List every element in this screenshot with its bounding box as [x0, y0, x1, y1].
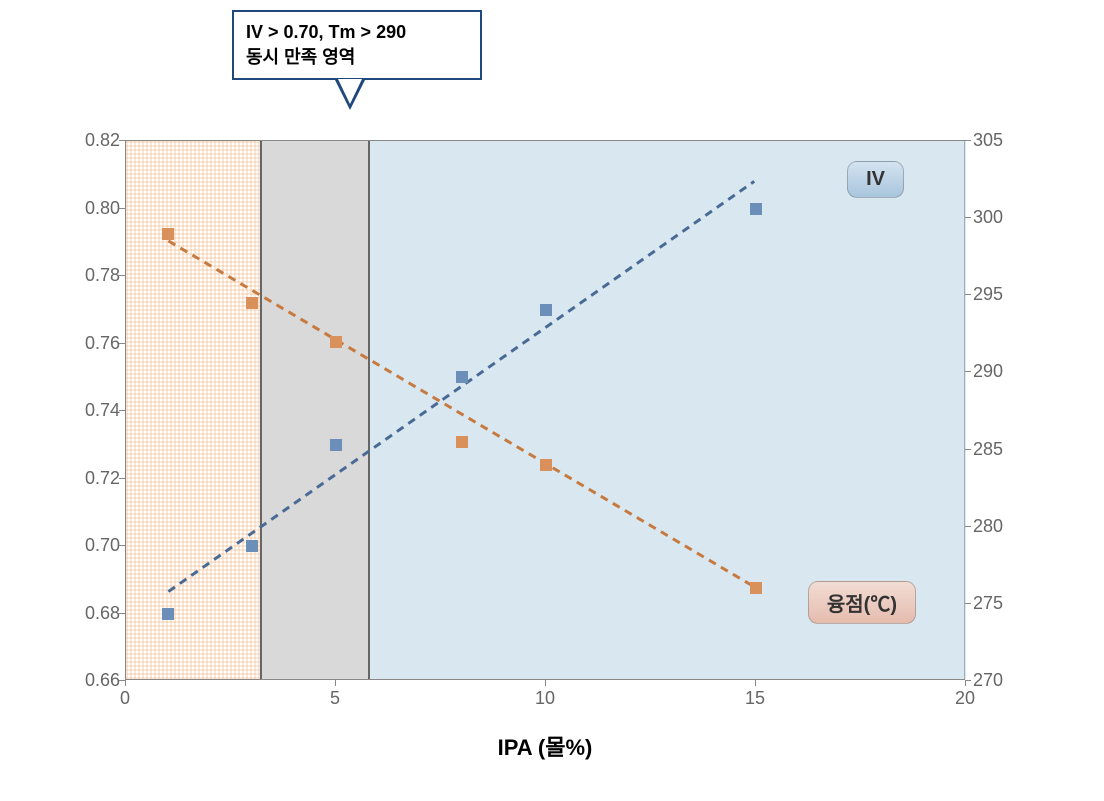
x-axis-label: IPA (몰%) — [45, 730, 1045, 762]
callout-tail-inner — [338, 79, 362, 104]
temp-marker — [750, 582, 762, 594]
iv-marker — [162, 608, 174, 620]
y-left-tick: 0.68 — [80, 603, 120, 624]
iv-marker — [750, 203, 762, 215]
x-tick: 20 — [950, 688, 980, 709]
x-tick: 0 — [110, 688, 140, 709]
y-right-tick: 300 — [973, 207, 1023, 228]
temp-marker — [162, 228, 174, 240]
y-left-tick: 0.82 — [80, 130, 120, 151]
plot-area: IV 융점(℃) — [125, 140, 965, 680]
y-left-tick: 0.74 — [80, 400, 120, 421]
temp-marker — [540, 459, 552, 471]
legend-iv: IV — [847, 161, 904, 198]
x-tick: 5 — [320, 688, 350, 709]
y-right-tick: 290 — [973, 361, 1023, 382]
legend-temp: 융점(℃) — [808, 581, 916, 624]
iv-marker — [456, 371, 468, 383]
callout-line2: 동시 만족 영역 — [246, 45, 468, 70]
y-right-tick: 270 — [973, 670, 1023, 691]
iv-marker — [246, 540, 258, 552]
region-gray-satisfy — [260, 141, 369, 679]
y-left-tick: 0.70 — [80, 535, 120, 556]
temp-marker — [246, 297, 258, 309]
y-left-tick: 0.78 — [80, 265, 120, 286]
y-right-tick: 275 — [973, 593, 1023, 614]
region-orange — [126, 141, 260, 679]
callout-line1: IV > 0.70, Tm > 290 — [246, 20, 468, 45]
y-left-tick: 0.80 — [80, 198, 120, 219]
y-left-tick: 0.72 — [80, 468, 120, 489]
y-right-tick: 305 — [973, 130, 1023, 151]
y-right-tick: 295 — [973, 284, 1023, 305]
y-left-tick: 0.76 — [80, 333, 120, 354]
x-tick: 10 — [530, 688, 560, 709]
chart: IV 융점(℃) IPA (몰%) 0.660.680.700.720.740.… — [45, 130, 1045, 780]
callout-box: IV > 0.70, Tm > 290 동시 만족 영역 — [232, 10, 482, 80]
y-right-tick: 280 — [973, 516, 1023, 537]
temp-marker — [330, 336, 342, 348]
y-right-tick: 285 — [973, 439, 1023, 460]
iv-marker — [540, 304, 552, 316]
temp-marker — [456, 436, 468, 448]
iv-marker — [330, 439, 342, 451]
x-tick: 15 — [740, 688, 770, 709]
